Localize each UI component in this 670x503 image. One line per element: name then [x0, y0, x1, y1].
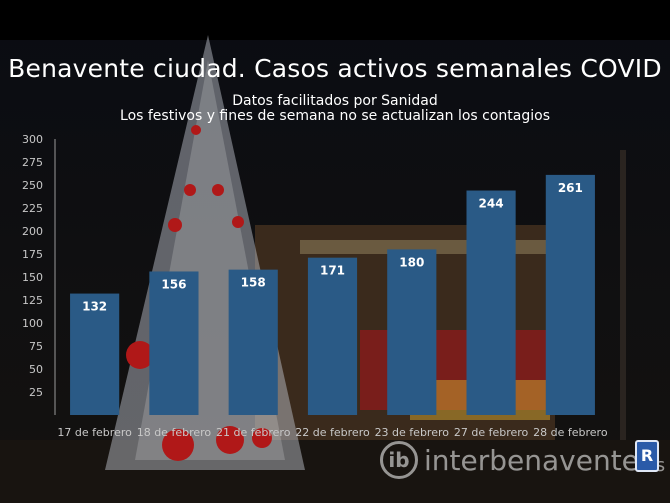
y-tick-label: 75 [29, 340, 43, 353]
chart-subtitle-1: Datos facilitados por Sanidad [232, 93, 438, 109]
site-logo-icon: ib [380, 441, 418, 479]
x-tick-label: 21 de febrero [216, 426, 291, 439]
bar-value-label: 158 [241, 276, 266, 290]
x-tick-label: 27 de febrero [454, 426, 529, 439]
x-tick-label: 18 de febrero [137, 426, 212, 439]
y-tick-label: 275 [22, 156, 43, 169]
y-tick-label: 50 [29, 363, 43, 376]
badge-icon: R [635, 440, 659, 472]
bar-value-label: 261 [558, 181, 583, 195]
bar-value-label: 156 [161, 277, 186, 291]
bar [228, 269, 278, 415]
y-tick-label: 175 [22, 248, 43, 261]
bar [70, 293, 120, 415]
x-tick-label: 23 de febrero [375, 426, 450, 439]
x-tick-label: 22 de febrero [295, 426, 370, 439]
bar [307, 257, 358, 415]
y-tick-label: 125 [22, 294, 43, 307]
bar-value-label: 132 [82, 300, 107, 314]
chart-subtitle-2: Los festivos y fines de semana no se act… [120, 108, 550, 124]
bar-value-label: 171 [320, 264, 345, 278]
y-tick-label: 25 [29, 386, 43, 399]
y-tick-label: 150 [22, 271, 43, 284]
y-tick-label: 250 [22, 179, 43, 192]
x-tick-label: 17 de febrero [57, 426, 132, 439]
watermark: ib interbenavente.es [380, 440, 665, 480]
bar [387, 249, 437, 415]
bar-value-label: 180 [399, 255, 424, 269]
bar [149, 271, 199, 415]
chart-title: Benavente ciudad. Casos activos semanale… [8, 54, 662, 83]
y-tick-label: 225 [22, 202, 43, 215]
bar [545, 174, 595, 415]
watermark-text: interbenavente [424, 443, 639, 477]
y-tick-label: 100 [22, 317, 43, 330]
x-tick-label: 28 de febrero [533, 426, 608, 439]
bar [466, 190, 516, 415]
y-tick-label: 200 [22, 225, 43, 238]
bar-value-label: 244 [479, 197, 504, 211]
y-tick-label: 300 [22, 133, 43, 146]
